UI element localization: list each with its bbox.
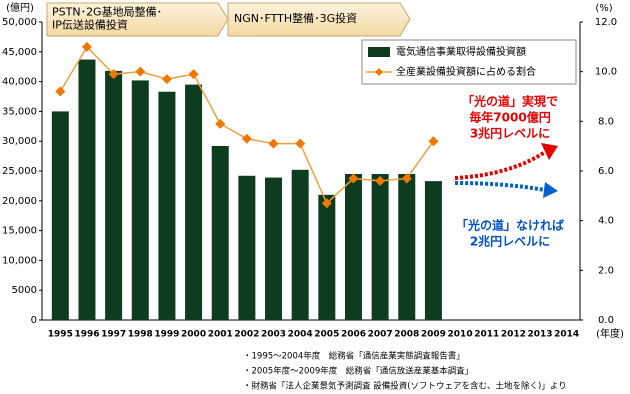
bar bbox=[131, 80, 149, 321]
x-tick-label: 2003 bbox=[261, 330, 286, 340]
y-tick-label: 35,000 bbox=[2, 106, 37, 117]
y-unit: (億円) bbox=[6, 1, 34, 14]
blue-arrow bbox=[454, 181, 558, 198]
bar bbox=[424, 181, 442, 320]
x-tick-label: 1996 bbox=[74, 330, 99, 340]
y2-tick-label: 6.0 bbox=[598, 166, 614, 177]
banner-shape bbox=[46, 2, 229, 37]
marker bbox=[241, 133, 252, 144]
marker bbox=[321, 198, 332, 209]
y2-tick-label: 10.0 bbox=[595, 67, 617, 78]
marker bbox=[161, 74, 172, 85]
bar bbox=[158, 91, 176, 321]
marker bbox=[428, 136, 439, 147]
note: ・財務省「法人企業景気予測調査 設備投資(ソフトウェアを含む、土地を除く)」より bbox=[243, 381, 567, 392]
bar bbox=[318, 194, 336, 320]
x-tick-label: 2010 bbox=[448, 330, 473, 340]
bar bbox=[51, 111, 69, 321]
x-tick-label: 2009 bbox=[421, 330, 446, 340]
annotation: 3兆円レベルに bbox=[470, 126, 550, 141]
x-tick-label: 1999 bbox=[154, 330, 179, 340]
y2-tick-label: 12.0 bbox=[595, 17, 617, 28]
x-tick-label: 2004 bbox=[288, 330, 313, 340]
note: ・2005年度～2009年度 総務省「通信放送産業基本調査」 bbox=[243, 366, 473, 377]
y-tick-label: 10,000 bbox=[2, 255, 37, 266]
y2-tick-label: 2.0 bbox=[598, 265, 614, 276]
y-tick-label: 30,000 bbox=[2, 136, 37, 147]
bar bbox=[371, 173, 389, 320]
x-tick-label: 2013 bbox=[527, 330, 552, 340]
bar bbox=[265, 177, 283, 320]
marker bbox=[215, 118, 226, 129]
x-tick-label: 2000 bbox=[181, 330, 206, 340]
bar bbox=[185, 84, 203, 320]
marker bbox=[135, 66, 146, 77]
marker bbox=[108, 69, 119, 80]
bar bbox=[211, 145, 229, 320]
bar bbox=[78, 59, 96, 320]
note: ・1995～2004年度 総務省「通信産業実態調査報告書」 bbox=[243, 351, 465, 362]
bar bbox=[344, 173, 362, 320]
marker bbox=[401, 173, 412, 184]
bar bbox=[105, 70, 123, 320]
annotation: 「光の道」なければ bbox=[456, 218, 564, 233]
banner-text: IP伝送設備投資 bbox=[52, 18, 128, 32]
legend-label: 全産業設備投資額に占める割合 bbox=[396, 65, 536, 78]
x-tick-label: 2007 bbox=[368, 330, 393, 340]
bar bbox=[291, 169, 309, 320]
marker bbox=[268, 138, 279, 149]
y2-tick-label: 4.0 bbox=[598, 216, 614, 227]
x-tick-label: 2012 bbox=[501, 330, 526, 340]
y-tick-label: 0 bbox=[31, 315, 37, 326]
y-tick-label: 15,000 bbox=[2, 226, 37, 237]
x-tick-label: 2011 bbox=[474, 330, 499, 340]
red-arrow bbox=[454, 143, 558, 180]
marker bbox=[348, 173, 359, 184]
marker bbox=[375, 175, 386, 186]
y-tick-label: 50,000 bbox=[2, 17, 37, 28]
x-tick-label: 1998 bbox=[128, 330, 153, 340]
y-tick-label: 45,000 bbox=[2, 47, 37, 58]
x-unit: (年度) bbox=[596, 327, 624, 340]
x-tick-label: 2014 bbox=[554, 330, 579, 340]
marker bbox=[55, 86, 66, 97]
x-tick-label: 2008 bbox=[394, 330, 419, 340]
annotation: 毎年7000億円 bbox=[469, 110, 550, 125]
x-tick-label: 2006 bbox=[341, 330, 366, 340]
annotation: 「光の道」実現で bbox=[462, 94, 558, 109]
legend-swatch bbox=[368, 47, 390, 57]
y2-unit: (%) bbox=[595, 3, 612, 14]
x-tick-label: 2001 bbox=[208, 330, 233, 340]
banner-text: PSTN･2G基地局整備･ bbox=[52, 5, 162, 19]
legend-swatch bbox=[375, 68, 383, 76]
marker bbox=[81, 41, 92, 52]
y-tick-label: 5000 bbox=[12, 285, 37, 296]
legend-label: 電気通信事業取得設備投資額 bbox=[396, 45, 526, 58]
x-tick-label: 2002 bbox=[234, 330, 259, 340]
banner-text: NGN･FTTH整備･3G投資 bbox=[234, 11, 357, 25]
bar bbox=[238, 175, 256, 320]
x-tick-label: 2005 bbox=[314, 330, 339, 340]
banner-shape bbox=[227, 2, 411, 37]
y-tick-label: 20,000 bbox=[2, 196, 37, 207]
bar bbox=[398, 173, 416, 320]
x-tick-label: 1997 bbox=[101, 330, 126, 340]
annotation: 2兆円レベルに bbox=[470, 234, 550, 249]
y2-tick-label: 0.0 bbox=[598, 315, 614, 326]
x-tick-label: 1995 bbox=[48, 330, 73, 340]
marker bbox=[188, 69, 199, 80]
y-tick-label: 25,000 bbox=[2, 166, 37, 177]
y-tick-label: 40,000 bbox=[2, 77, 37, 88]
y2-tick-label: 8.0 bbox=[598, 116, 614, 127]
legend-box bbox=[361, 39, 577, 85]
marker bbox=[295, 138, 306, 149]
